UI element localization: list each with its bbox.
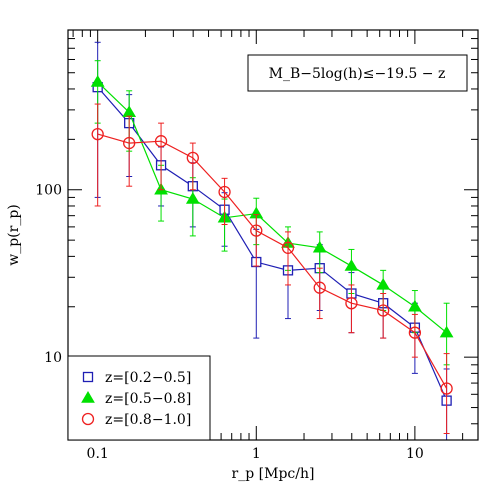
data-point bbox=[439, 325, 454, 338]
data-point bbox=[185, 192, 200, 204]
series-line bbox=[97, 133, 448, 389]
y-tick-label: 10 bbox=[44, 350, 62, 366]
data-point bbox=[312, 240, 327, 253]
annotation-box bbox=[247, 54, 468, 92]
tick-label-layer: 0.1 1 10 10 100 bbox=[35, 183, 424, 462]
y-axis-label: w_p(r_p) bbox=[6, 204, 22, 266]
x-tick-label: 0.1 bbox=[87, 446, 109, 462]
data-point bbox=[344, 259, 359, 271]
series-line bbox=[97, 81, 447, 334]
annotation-text: M_B−5log(h)≤−19.5 − z bbox=[269, 66, 446, 82]
legend-marker bbox=[81, 391, 95, 403]
data-point bbox=[377, 304, 390, 317]
data-point bbox=[313, 281, 326, 294]
series-layer bbox=[90, 41, 454, 440]
series-3 bbox=[91, 103, 453, 434]
plot-frame bbox=[67, 29, 479, 441]
data-point bbox=[91, 127, 104, 141]
y-tick-label: 100 bbox=[35, 183, 62, 199]
legend-marker bbox=[81, 412, 95, 426]
data-point bbox=[123, 136, 136, 150]
legend-label: z=[0.8−1.0] bbox=[105, 412, 191, 428]
data-point bbox=[186, 151, 199, 165]
series-2 bbox=[90, 60, 454, 366]
x-tick-label: 1 bbox=[252, 446, 261, 462]
data-point bbox=[281, 241, 295, 254]
data-point bbox=[154, 135, 168, 148]
data-point bbox=[218, 185, 231, 199]
legend-marker bbox=[82, 371, 94, 383]
legend-label: z=[0.2−0.5] bbox=[105, 370, 191, 386]
data-point bbox=[408, 299, 422, 312]
data-point bbox=[408, 326, 422, 339]
data-point bbox=[90, 75, 105, 87]
series-line bbox=[97, 86, 448, 401]
x-tick-label: 10 bbox=[406, 446, 424, 462]
data-point bbox=[250, 224, 263, 237]
data-point bbox=[440, 382, 453, 395]
data-point bbox=[345, 297, 358, 310]
legend: z=[0.2−0.5] z=[0.5−0.8] z=[0.8−1.0] bbox=[81, 370, 191, 428]
x-axis-label: r_p [Mpc/h] bbox=[232, 466, 315, 482]
legend-label: z=[0.5−0.8] bbox=[105, 391, 191, 407]
data-point bbox=[376, 277, 391, 290]
